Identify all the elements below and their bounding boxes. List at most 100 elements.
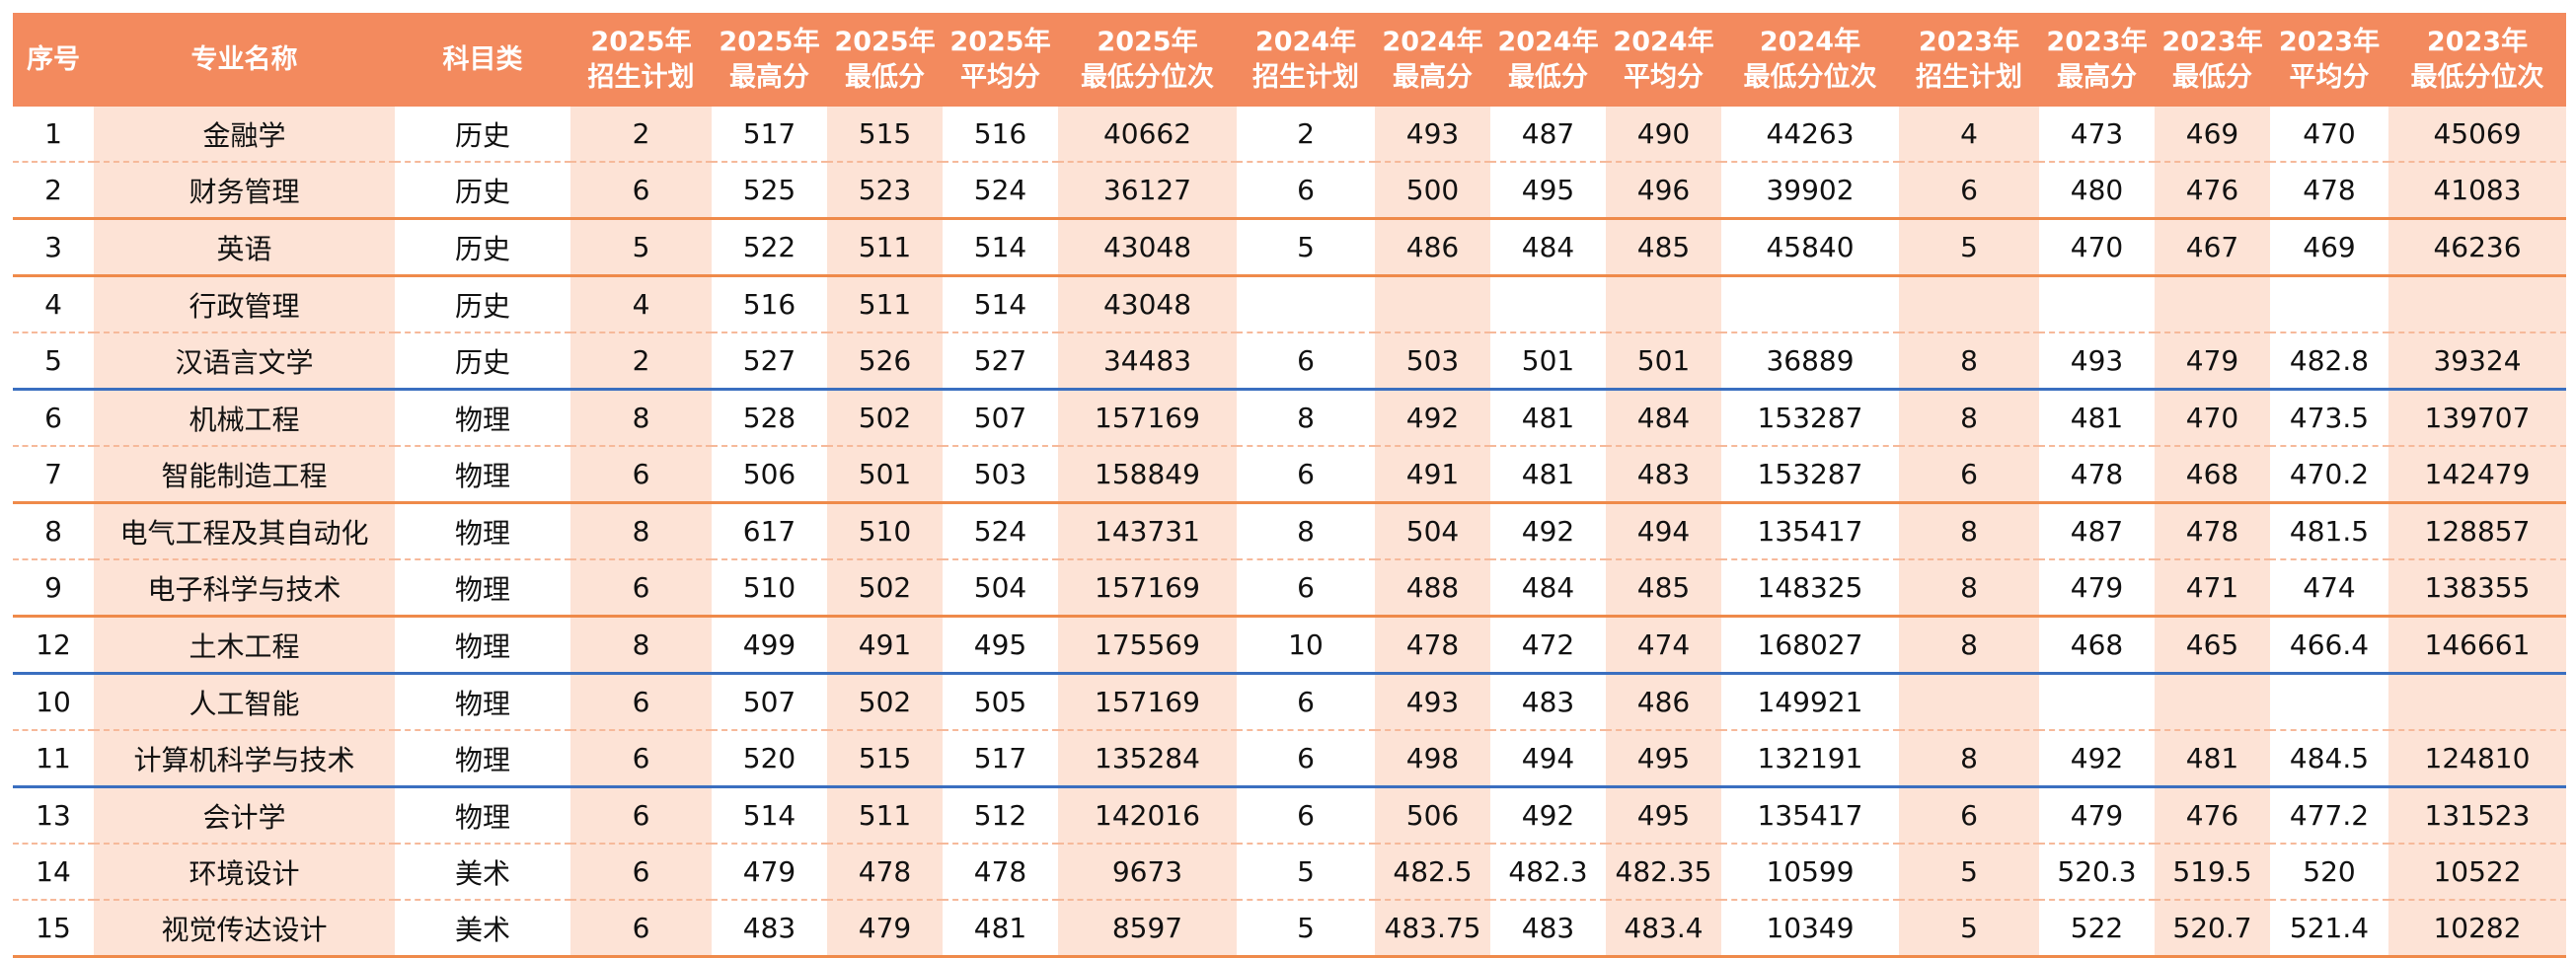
table-cell: 9673	[1058, 844, 1237, 901]
table-row: 15 视觉传达设计 美术 6 483 479 481 8597 5 483.75 483 483.4 1…	[13, 900, 2566, 958]
table-cell: 5	[570, 218, 712, 277]
table-cell: 501	[827, 446, 943, 504]
table-cell	[2155, 275, 2270, 333]
table-cell: 504	[1375, 502, 1490, 560]
table-cell: 6	[570, 673, 712, 731]
table-row: 3 英语 历史 5 522 511 514 43048 5 486 484 485 45840 5 470 4…	[13, 218, 2566, 277]
table-cell: 512	[943, 786, 1058, 845]
header-text: 2023年	[2278, 26, 2381, 57]
table-cell: 483.75	[1375, 900, 1490, 958]
table-cell: 43048	[1058, 218, 1237, 277]
table-cell: 8	[570, 389, 712, 447]
table-cell: 40662	[1058, 107, 1237, 163]
table-cell: 7	[13, 446, 94, 504]
table-cell: 6	[570, 844, 712, 901]
table-cell: 481	[2155, 730, 2270, 788]
table-cell: 物理	[395, 786, 570, 845]
table-cell: 139707	[2388, 389, 2566, 447]
table-cell: 8	[1899, 389, 2039, 447]
table-cell: 470	[2270, 107, 2388, 163]
table-cell: 481	[1490, 389, 1606, 447]
table-cell: 5	[13, 332, 94, 391]
table-cell: 524	[943, 502, 1058, 560]
header-cell: 专业名称	[94, 13, 395, 107]
table-cell: 142479	[2388, 446, 2566, 504]
table-cell: 520	[2270, 844, 2388, 901]
table-cell: 美术	[395, 900, 570, 958]
table-cell: 45840	[1721, 218, 1899, 277]
table-cell: 10	[1237, 616, 1375, 675]
header-cell: 2025年 最高分	[712, 13, 827, 107]
table-cell: 智能制造工程	[94, 446, 395, 504]
table-cell: 478	[943, 844, 1058, 901]
table-cell: 502	[827, 673, 943, 731]
table-cell: 470	[2039, 218, 2155, 277]
table-cell: 4	[1899, 107, 2039, 163]
table-cell: 153287	[1721, 446, 1899, 504]
table-cell: 6	[1237, 786, 1375, 845]
table-cell: 528	[712, 389, 827, 447]
table-cell: 488	[1375, 559, 1490, 618]
table-cell: 527	[712, 332, 827, 391]
header-cell: 2023年 最低分	[2155, 13, 2270, 107]
table-cell: 514	[943, 218, 1058, 277]
table-cell: 511	[827, 786, 943, 845]
table-cell: 148325	[1721, 559, 1899, 618]
table-cell: 135417	[1721, 502, 1899, 560]
table-cell: 15	[13, 900, 94, 958]
table-cell: 476	[2155, 162, 2270, 220]
table-cell: 493	[2039, 332, 2155, 391]
table-cell: 金融学	[94, 107, 395, 163]
table-cell: 131523	[2388, 786, 2566, 845]
header-cell: 2023年 最低分位次	[2388, 13, 2566, 107]
table-cell: 486	[1606, 673, 1721, 731]
header-text: 最低分	[1508, 61, 1588, 93]
table-cell: 473.5	[2270, 389, 2388, 447]
header-text: 2025年	[834, 26, 936, 57]
table-row: 10 人工智能 物理 6 507 502 505 157169 6 493 483 486 149921	[13, 673, 2566, 731]
table-cell: 519.5	[2155, 844, 2270, 901]
header-text: 专业名称	[190, 43, 298, 75]
table-cell: 视觉传达设计	[94, 900, 395, 958]
table-cell: 39902	[1721, 162, 1899, 220]
table-cell: 历史	[395, 107, 570, 163]
table-cell: 6	[570, 730, 712, 788]
table-cell: 477.2	[2270, 786, 2388, 845]
table-cell: 492	[1490, 786, 1606, 845]
table-cell: 物理	[395, 616, 570, 675]
header-text: 2023年	[2161, 26, 2263, 57]
table-cell: 138355	[2388, 559, 2566, 618]
header-text: 2025年	[719, 26, 820, 57]
table-cell: 520	[712, 730, 827, 788]
table-cell: 494	[1490, 730, 1606, 788]
table-cell: 499	[712, 616, 827, 675]
table-cell: 500	[1375, 162, 1490, 220]
table-cell	[1899, 673, 2039, 731]
table-cell: 479	[2155, 332, 2270, 391]
table-cell: 124810	[2388, 730, 2566, 788]
table-cell: 计算机科学与技术	[94, 730, 395, 788]
table-row: 14 环境设计 美术 6 479 478 478 9673 5 482.5 482.3 482.35 1…	[13, 844, 2566, 901]
header-text: 平均分	[2289, 61, 2370, 93]
table-cell: 474	[2270, 559, 2388, 618]
table-cell: 11	[13, 730, 94, 788]
table-cell: 503	[1375, 332, 1490, 391]
header-text: 2024年	[1759, 26, 1861, 57]
table-cell: 5	[1237, 900, 1375, 958]
header-cell: 2025年 最低分	[827, 13, 943, 107]
table-cell: 483	[1490, 900, 1606, 958]
table-cell	[2388, 673, 2566, 731]
table-cell: 物理	[395, 389, 570, 447]
table-cell: 物理	[395, 502, 570, 560]
table-cell: 485	[1606, 559, 1721, 618]
table-cell: 520.3	[2039, 844, 2155, 901]
header-row: 序号 专业名称 科目类 2025年 招生计划 2025年 最高分 2025年 最低分 2025年平…	[13, 13, 2566, 107]
table-row: 5 汉语言文学 历史 2 527 526 527 34483 6 503 501 501 36889 8 4…	[13, 332, 2566, 391]
header-cell: 2024年 最低分	[1490, 13, 1606, 107]
table-cell: 501	[1606, 332, 1721, 391]
table-row: 8 电气工程及其自动化 物理 8 617 510 524 143731 8 504 492 494 13…	[13, 502, 2566, 560]
table-cell: 491	[1375, 446, 1490, 504]
header-text: 2023年	[2046, 26, 2148, 57]
table-cell: 6	[570, 786, 712, 845]
